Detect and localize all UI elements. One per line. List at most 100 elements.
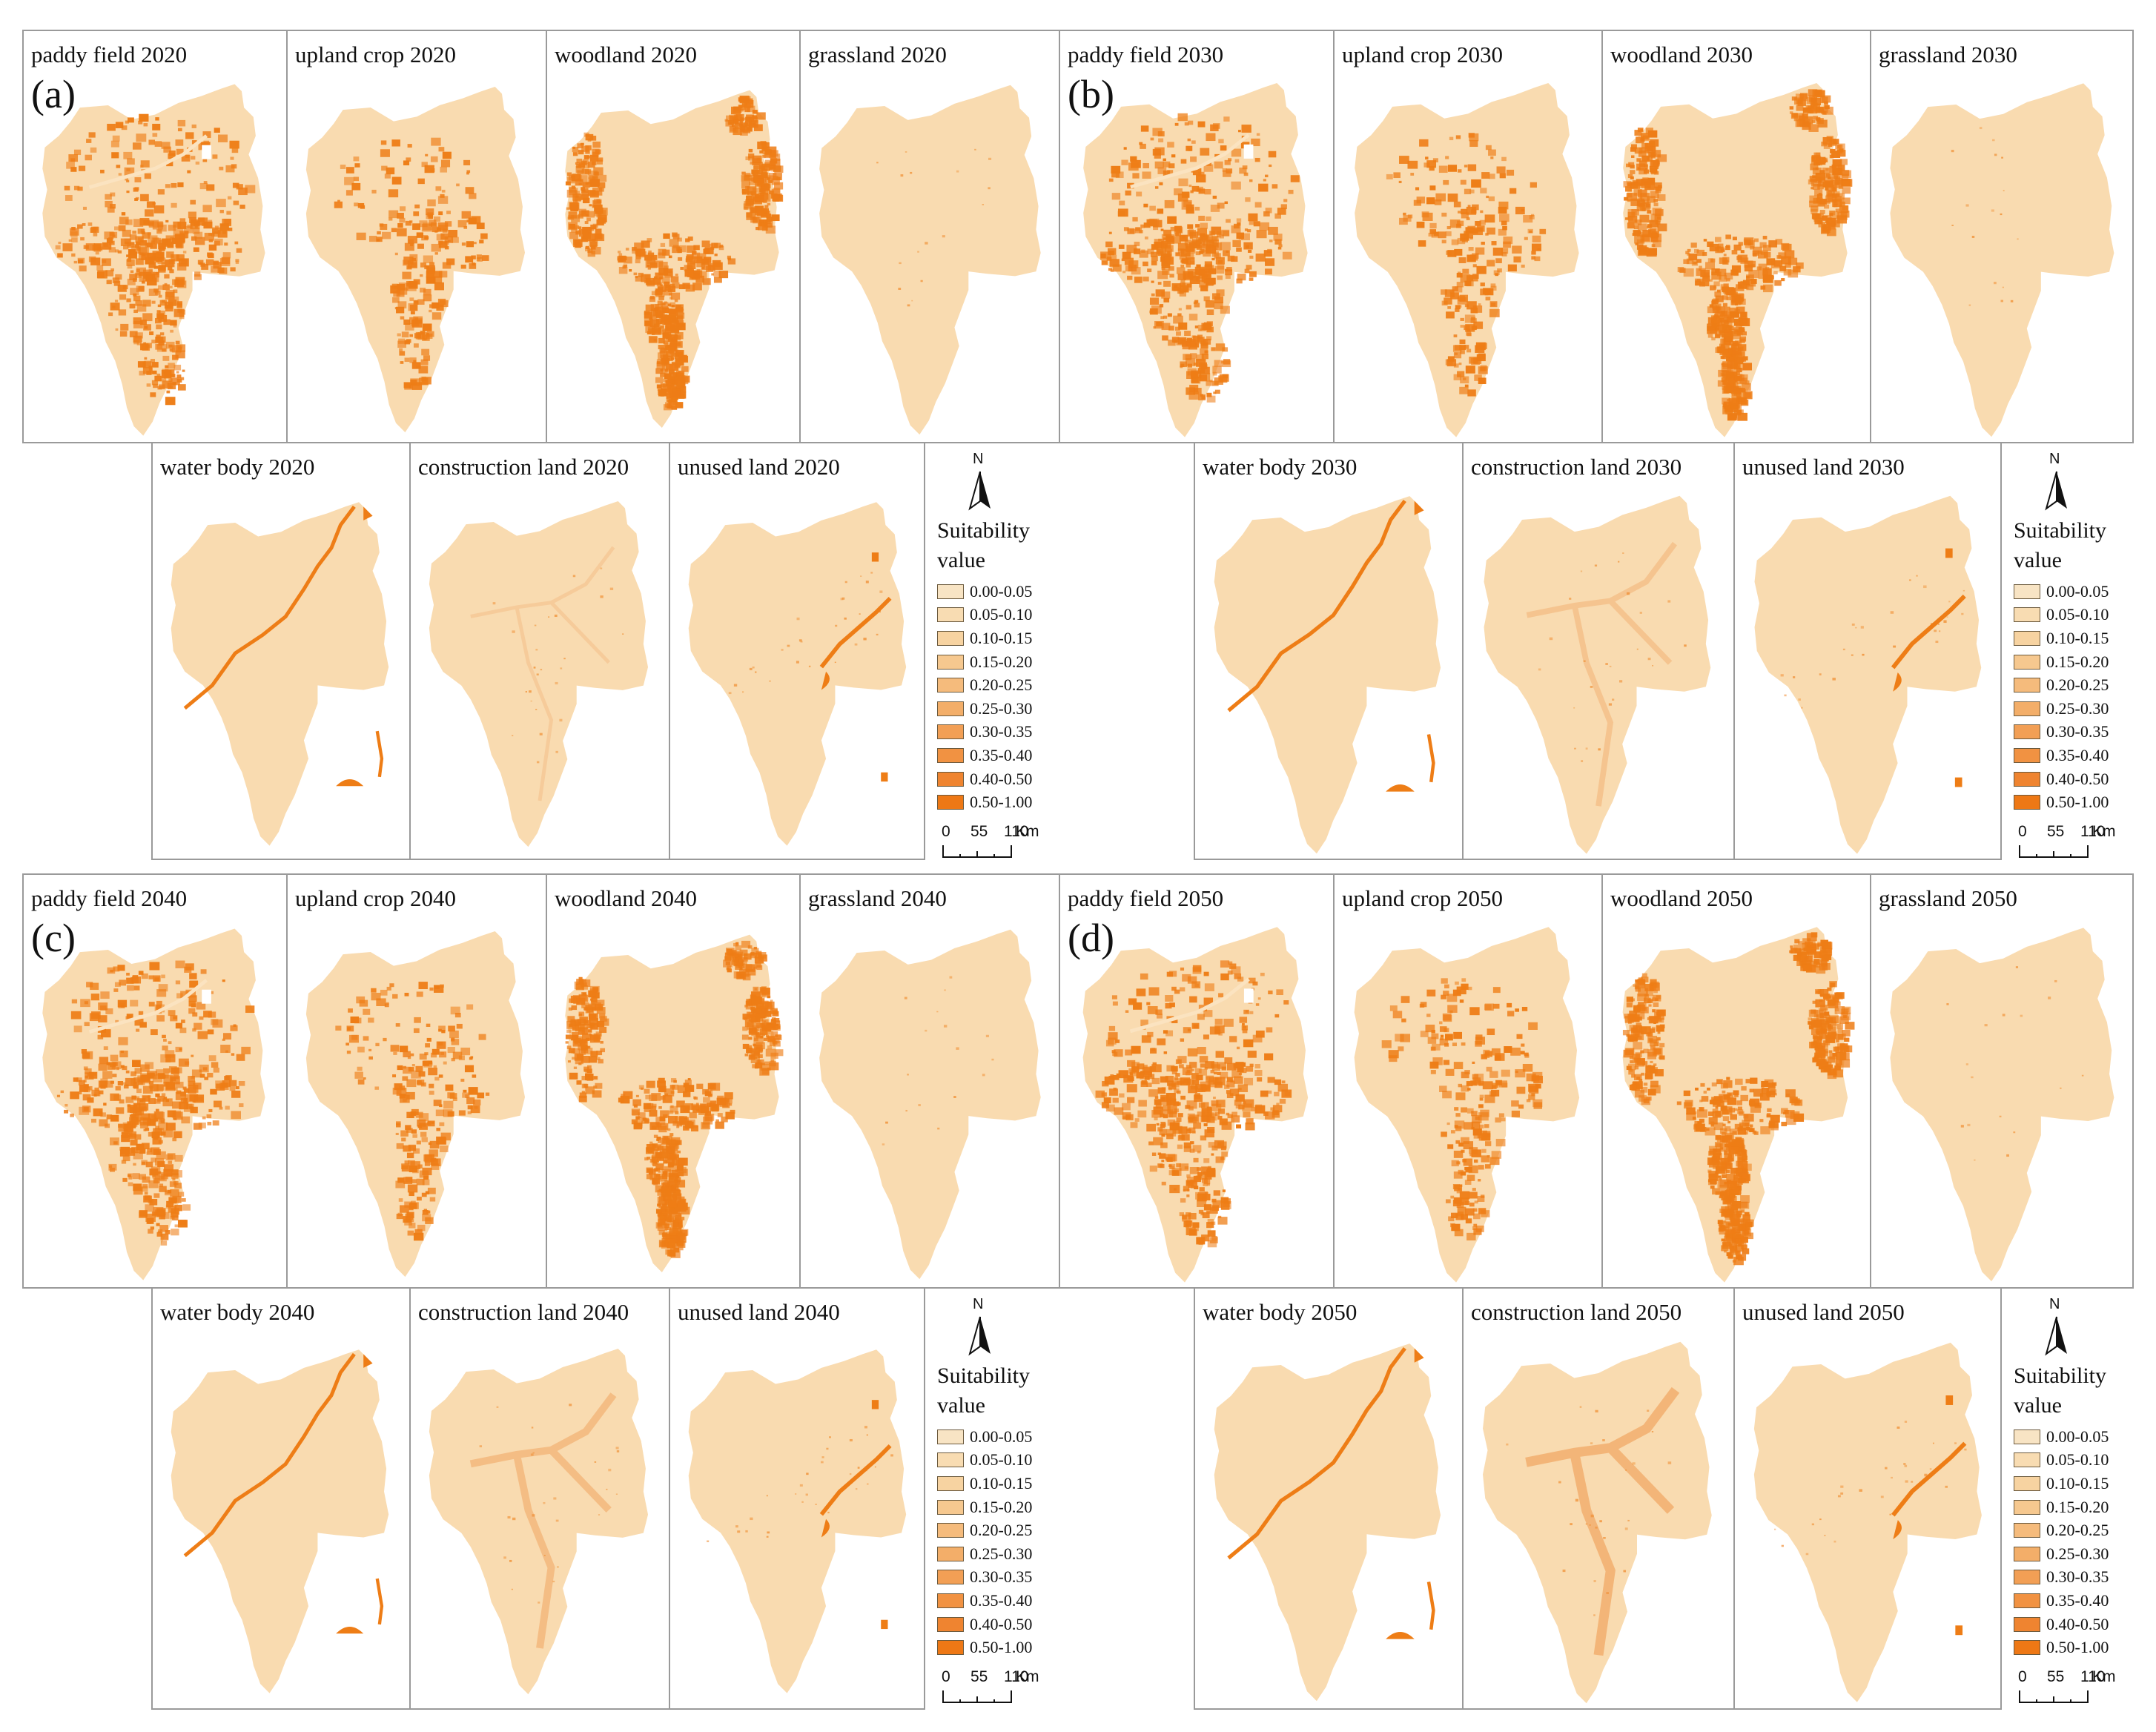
map-panel: upland crop 2040: [288, 875, 547, 1287]
panel-title: paddy field 2030: [1068, 42, 1223, 68]
legend-swatch: [2014, 678, 2040, 693]
legend-swatch: [2014, 1570, 2040, 1584]
legend-title-line2: value: [937, 546, 1030, 575]
panel-title: construction land 2050: [1471, 1299, 1682, 1326]
legend-swatch: [937, 1547, 964, 1561]
wood-map: [1603, 31, 1870, 442]
north-label: N: [973, 1296, 983, 1313]
wood-map: [547, 875, 799, 1287]
legend-class-label: 0.25-0.30: [970, 1544, 1032, 1564]
legend-swatch: [2014, 772, 2040, 787]
north-label: N: [2049, 451, 2060, 468]
panel-title: water body 2030: [1203, 454, 1357, 480]
legend-row: 0.00-0.05: [937, 1425, 1032, 1449]
panel-title: water body 2040: [160, 1299, 314, 1326]
legend-swatch: [937, 772, 964, 787]
legend-class-label: 0.25-0.30: [2046, 1544, 2109, 1564]
scale-tick-label: 55: [970, 823, 988, 840]
map-panel: grassland 2040: [801, 875, 1060, 1287]
panel-title: construction land 2020: [418, 454, 629, 480]
legend-row: 0.50-1.00: [937, 790, 1032, 814]
legend-class-label: 0.50-1.00: [970, 1638, 1032, 1657]
legend-class-label: 0.00-0.05: [2046, 582, 2109, 601]
panel-title: water body 2020: [160, 454, 314, 480]
legend-row: 0.15-0.20: [937, 650, 1032, 674]
legend-title-line1: Suitability: [2014, 516, 2106, 546]
water-map: [1195, 1289, 1462, 1708]
legend-row: 0.50-1.00: [2014, 1636, 2109, 1659]
map-panel: woodland 2050: [1603, 875, 1871, 1287]
unused-map: [670, 443, 925, 859]
legend-class-label: 0.10-0.15: [970, 629, 1032, 648]
map-panel: upland crop 2030: [1335, 31, 1603, 442]
legend-swatch: [2014, 795, 2040, 810]
legend-row: 0.35-0.40: [2014, 744, 2109, 767]
scale-unit: Km: [2092, 823, 2116, 840]
map-panel: upland crop 2020: [288, 31, 547, 442]
panel-title: grassland 2050: [1879, 885, 2017, 912]
legend-swatch: [2014, 655, 2040, 670]
water-map: [1195, 443, 1462, 859]
legend-class-label: 0.35-0.40: [2046, 746, 2109, 765]
water-map: [153, 443, 409, 859]
legend-class-label: 0.15-0.20: [970, 1498, 1032, 1517]
panel-title: woodland 2030: [1610, 42, 1753, 68]
legend-swatch: [937, 1429, 964, 1444]
legend-row: 0.15-0.20: [937, 1495, 1032, 1519]
scale-unit: Km: [1016, 823, 1039, 840]
north-arrow-icon: [967, 470, 993, 512]
legend-swatch: [2014, 748, 2040, 763]
panel-title: unused land 2020: [678, 454, 840, 480]
north-arrow-icon: [2043, 1315, 2070, 1357]
legend-swatch: [937, 631, 964, 646]
legend-row: 0.00-0.05: [937, 580, 1032, 604]
map-panel: woodland 2030: [1603, 31, 1871, 442]
scale-unit: Km: [1016, 1668, 1039, 1685]
grass-map: [1871, 31, 2134, 442]
legend-swatch: [937, 1452, 964, 1467]
construct-map: [1464, 443, 1733, 859]
legend-row: 0.25-0.30: [937, 697, 1032, 721]
legend-class-label: 0.00-0.05: [970, 582, 1032, 601]
legend-class-label: 0.40-0.50: [2046, 1615, 2109, 1634]
legend-row: 0.25-0.30: [2014, 697, 2109, 721]
upland-map: [1335, 875, 1601, 1287]
map-panel: water body 2030: [1195, 443, 1464, 859]
legend-swatch: [2014, 1500, 2040, 1515]
scale-unit: Km: [2092, 1668, 2116, 1685]
subfigure-label: (b): [1068, 71, 1114, 117]
legend-row: 0.05-0.10: [2014, 1449, 2109, 1472]
scale-tick-label: 55: [2047, 1668, 2064, 1685]
scale-tick-label: 0: [2018, 823, 2027, 840]
unused-map: [670, 1289, 925, 1708]
legend-class-label: 0.25-0.30: [2046, 699, 2109, 718]
map-panel: unused land 2040: [670, 1289, 925, 1708]
scale-tick-label: 0: [942, 823, 950, 840]
construct-map: [411, 443, 669, 859]
map-panel: unused land 2050: [1735, 1289, 2002, 1708]
map-panel: water body 2050: [1195, 1289, 1464, 1708]
subfigure-label: (d): [1068, 915, 1114, 961]
north-label: N: [2049, 1296, 2060, 1313]
legend-row: 0.10-0.15: [937, 1472, 1032, 1495]
panel-title: woodland 2050: [1610, 885, 1753, 912]
legend-swatch: [2014, 724, 2040, 739]
legend-row: 0.35-0.40: [2014, 1589, 2109, 1613]
panel-title: paddy field 2040: [31, 885, 187, 912]
legend-row: 0.30-0.35: [937, 721, 1032, 744]
legend-row: 0.05-0.10: [937, 604, 1032, 627]
construct-map: [1464, 1289, 1733, 1708]
legend-swatch: [937, 795, 964, 810]
panel-title: construction land 2030: [1471, 454, 1682, 480]
legend-class-label: 0.20-0.25: [2046, 1521, 2109, 1540]
map-panel: paddy field 2030 (b): [1060, 31, 1335, 442]
legend-title-line2: value: [937, 1391, 1030, 1421]
